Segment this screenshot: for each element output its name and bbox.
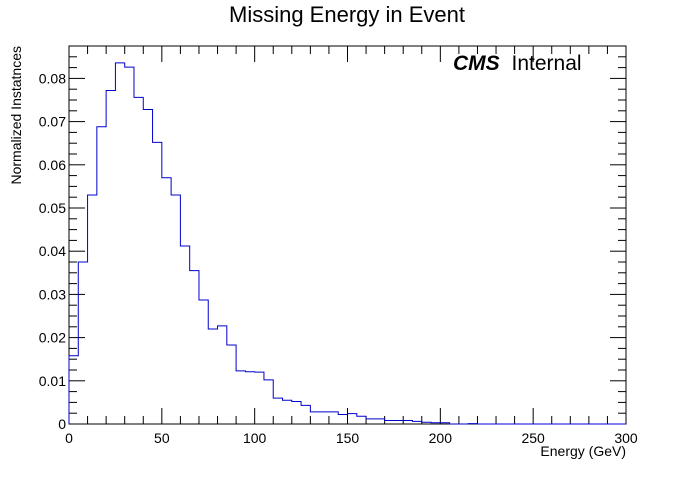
cms-annotation-regular: Internal [512,52,582,75]
x-tick-label: 150 [336,430,360,446]
x-tick-label: 300 [614,430,638,446]
chart-title: Missing Energy in Event [229,2,465,27]
cms-annotation: CMS Internal [453,52,582,75]
x-tick-label: 100 [243,430,267,446]
y-tick-label: 0.01 [39,373,66,389]
x-tick-label: 0 [65,430,73,446]
y-tick-label: 0.08 [39,70,66,86]
x-tick-label: 200 [429,430,453,446]
y-tick-label: 0.07 [39,114,66,130]
y-tick-label: 0.04 [39,243,66,259]
y-tick-label: 0.05 [39,200,66,216]
x-axis-label: Energy (GeV) [540,443,626,459]
y-tick-label: 0.03 [39,286,66,302]
cms-annotation-bold: CMS [453,52,500,75]
y-tick-label: 0 [58,416,66,432]
histogram-series-line [68,62,626,425]
y-tick-label: 0.02 [39,330,66,346]
x-axis: 0 50 100 150 200 250 300 [65,46,638,446]
x-tick-label: 250 [521,430,545,446]
plot-frame [68,45,627,425]
x-tick-label: 50 [154,430,170,446]
y-axis: 0 0.01 0.02 0.03 0.04 0.05 0.06 0.07 0.08 [39,45,626,432]
y-axis-label: Normalized Instatnces [8,46,24,185]
y-tick-label: 0.06 [39,157,66,173]
